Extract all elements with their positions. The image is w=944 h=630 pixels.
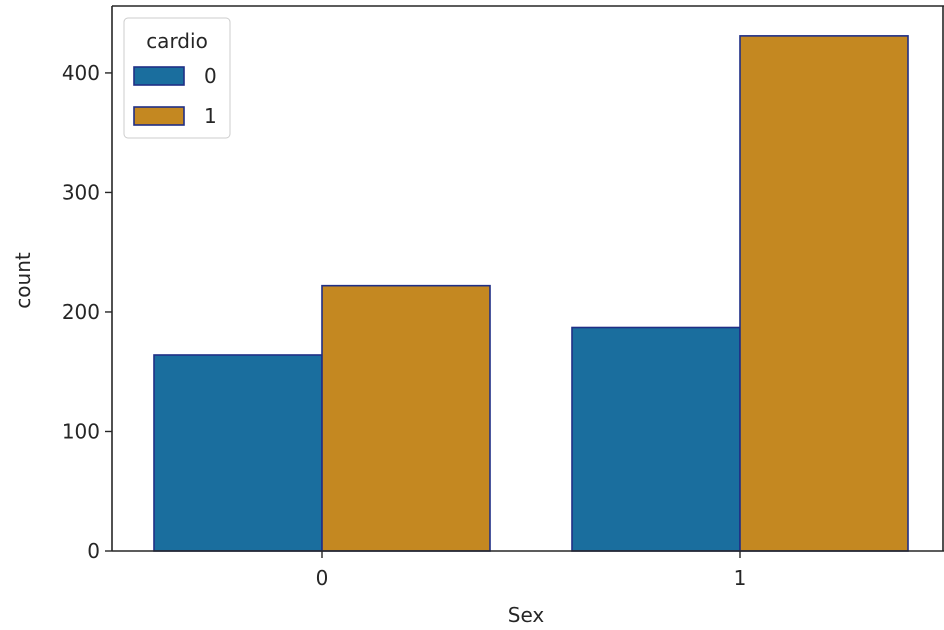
bars-layer	[153, 35, 909, 552]
legend-label-1: 1	[204, 104, 217, 128]
x-axis-label: Sex	[508, 603, 545, 627]
y-tick-label: 100	[62, 419, 100, 443]
axes-frame	[111, 5, 944, 552]
bar-sex-0-cardio-0	[153, 354, 323, 552]
bar-sex-0-cardio-1	[321, 284, 491, 552]
bar-sex-1-cardio-0	[571, 326, 741, 552]
y-axis-label: count	[11, 252, 35, 309]
y-tick-label: 300	[62, 180, 100, 204]
x-tick-label: 1	[734, 566, 747, 590]
y-axis-ticks: 0 100 200 300 400	[62, 61, 112, 563]
legend-title: cardio	[146, 29, 208, 53]
legend-label-0: 0	[204, 64, 217, 88]
y-tick-label: 0	[87, 539, 100, 563]
y-tick-label: 400	[62, 61, 100, 85]
legend-swatch-0	[133, 66, 185, 86]
x-tick-label: 0	[316, 566, 329, 590]
legend-swatch-1	[133, 106, 185, 126]
legend: cardio 0 1	[123, 17, 231, 139]
bar-sex-1-cardio-1	[739, 35, 909, 552]
y-tick-label: 200	[62, 300, 100, 324]
